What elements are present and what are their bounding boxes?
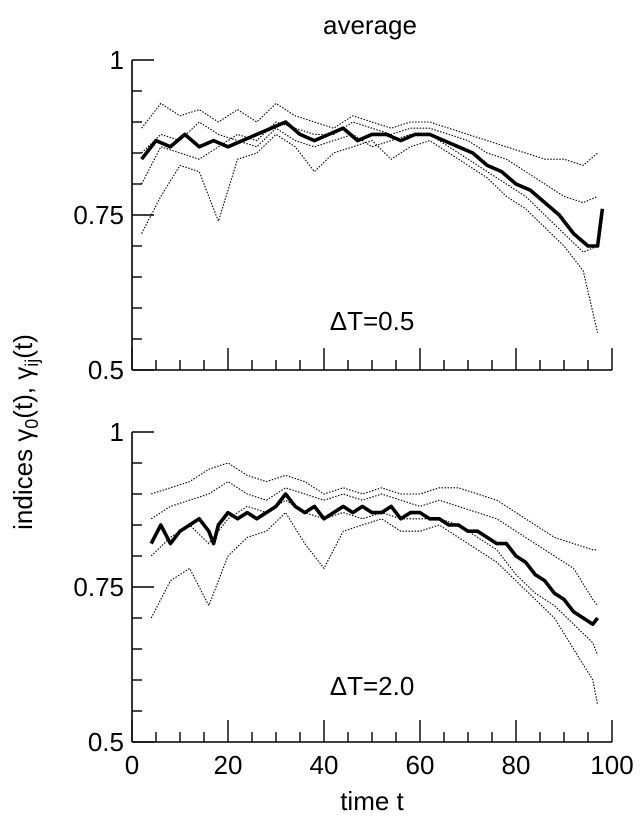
top-series-line-0 xyxy=(140,120,605,248)
panel-bottom: 0.5 0.75 1 0 20 40 60 80 100 ΔT=2.0 xyxy=(73,417,633,780)
y-axis-mid: (t), γ xyxy=(8,367,38,419)
top-y-tick-label-0: 0.5 xyxy=(88,355,124,385)
top-series-line-1 xyxy=(141,102,598,167)
top-y-tick-label-1: 0.75 xyxy=(73,200,124,230)
bottom-x-tick-label-3: 60 xyxy=(406,750,435,780)
bottom-series-line-1 xyxy=(151,462,598,551)
top-series-line-2 xyxy=(141,121,598,204)
bottom-axes-layer: 0.5 0.75 1 0 20 40 60 80 100 xyxy=(73,417,633,780)
bottom-series-line-2 xyxy=(150,480,599,606)
y-axis-label: indices γ0(t), γij(t) xyxy=(8,334,42,530)
top-series-line-3 xyxy=(141,133,599,333)
bottom-series-line-0 xyxy=(149,492,600,627)
top-series-line-4 xyxy=(141,121,598,253)
y-axis-suffix: (t) xyxy=(8,334,38,359)
top-axes-layer: 0.5 0.75 1 xyxy=(73,45,613,385)
bottom-x-tick-label-1: 20 xyxy=(214,750,243,780)
top-y-tick-label-2: 1 xyxy=(110,45,124,75)
y-axis-sub-0: 0 xyxy=(22,419,42,429)
top-annotation: ΔT=0.5 xyxy=(330,306,415,336)
top-series-layer xyxy=(140,102,605,333)
x-axis-label: time t xyxy=(340,786,404,816)
bottom-series-line-3 xyxy=(150,511,599,705)
bottom-y-tick-label-2: 1 xyxy=(110,417,124,447)
bottom-y-tick-label-1: 0.75 xyxy=(73,572,124,602)
bottom-x-tick-label-0: 0 xyxy=(125,750,139,780)
bottom-x-tick-label-5: 100 xyxy=(590,750,633,780)
chart-title: average xyxy=(323,10,417,40)
y-axis-label-prefix: indices γ xyxy=(8,429,38,530)
bottom-x-tick-label-2: 40 xyxy=(310,750,339,780)
bottom-annotation: ΔT=2.0 xyxy=(330,671,415,701)
bottom-series-layer xyxy=(149,462,600,705)
y-axis-sub-ij: ij xyxy=(22,359,42,367)
bottom-y-tick-label-0: 0.5 xyxy=(88,727,124,757)
panel-top: 0.5 0.75 1 ΔT=0.5 xyxy=(73,45,613,385)
bottom-x-tick-label-4: 80 xyxy=(502,750,531,780)
